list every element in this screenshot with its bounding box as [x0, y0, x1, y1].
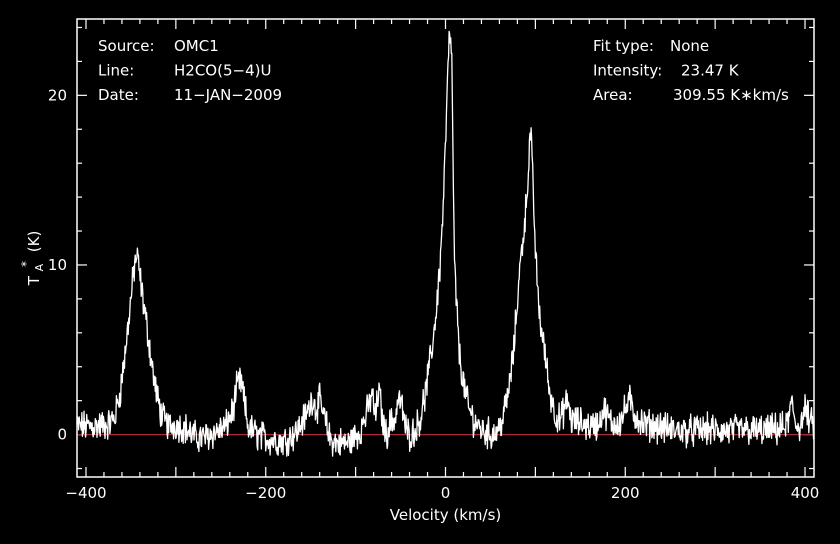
info-value: 23.47 K: [681, 62, 740, 80]
info-key: Source:: [98, 37, 155, 55]
y-axis-label-unit: (K): [25, 231, 43, 253]
info-key: Intensity:: [593, 62, 662, 80]
axis-tick-labels: −400 −200 0 200 400 0 10 20: [48, 86, 819, 502]
info-key: Date:: [98, 86, 139, 104]
spectrum-line: [76, 30, 815, 457]
axis-ticks: [77, 19, 814, 477]
info-left-panel: Source: OMC1 Line: H2CO(5−4)U Date: 11−JAN−20…: [98, 37, 282, 104]
y-axis-label: T A * (K): [16, 231, 47, 287]
info-value: H2CO(5−4)U: [174, 62, 271, 80]
x-tick-label: 200: [611, 484, 640, 502]
y-tick-label: 0: [57, 426, 67, 444]
info-value: 309.55 K∗km/s: [673, 86, 789, 104]
y-axis-label-sup: *: [19, 261, 33, 267]
x-tick-label: 0: [441, 484, 451, 502]
info-key: Line:: [98, 62, 134, 80]
info-key: Fit type:: [593, 37, 654, 55]
info-value: OMC1: [174, 37, 219, 55]
y-tick-label: 10: [48, 256, 67, 274]
x-tick-label: −200: [245, 484, 286, 502]
x-tick-label: 400: [791, 484, 820, 502]
info-key: Area:: [593, 86, 633, 104]
info-value: None: [670, 37, 709, 55]
x-tick-label: −400: [65, 484, 106, 502]
y-axis-label-symbol: T: [25, 275, 43, 286]
y-tick-label: 20: [48, 86, 67, 104]
info-value: 11−JAN−2009: [174, 86, 282, 104]
y-axis-label-sub: A: [33, 263, 46, 271]
plot-frame: [76, 18, 815, 478]
info-right-panel: Fit type: None Intensity: 23.47 K Area: 309.5…: [593, 37, 789, 104]
x-axis-label: Velocity (km/s): [390, 506, 501, 524]
